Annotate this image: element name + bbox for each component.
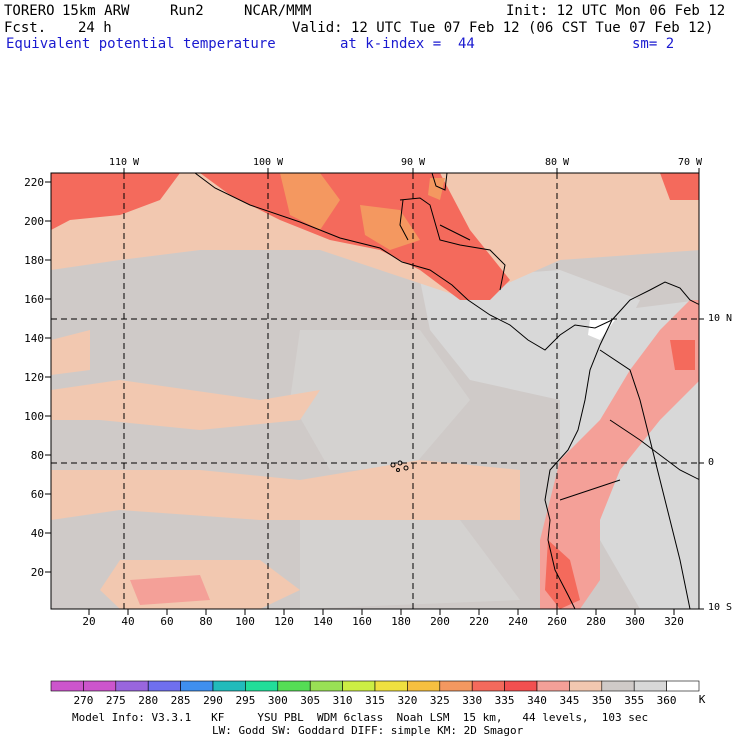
valid-time: Valid: 12 UTC Tue 07 Feb 12 (06 CST Tue … <box>292 20 714 36</box>
colorbar-swatch <box>309 680 343 692</box>
colorbar-level-label: 285 <box>170 694 191 707</box>
x-tick: 180 <box>391 615 411 628</box>
colorbar-level-label: 325 <box>429 694 450 707</box>
colorbar-level-label: 300 <box>267 694 288 707</box>
colorbar-swatch <box>666 680 700 692</box>
y-tick: 40 <box>30 527 44 540</box>
x-tick: 240 <box>508 615 528 628</box>
colorbar <box>50 680 700 692</box>
colorbar-level-label: 340 <box>527 694 547 707</box>
y-tick: 160 <box>24 293 44 306</box>
x-tick: 260 <box>547 615 567 628</box>
x-tick: 60 <box>160 615 174 628</box>
colorbar-level-label: 330 <box>462 694 483 707</box>
y-tick: 220 <box>24 176 44 189</box>
x-tick: 160 <box>352 615 372 628</box>
map-frame <box>50 172 700 610</box>
y-tick: 80 <box>30 449 44 462</box>
x-tick: 120 <box>274 615 294 628</box>
colorbar-level-label: 305 <box>300 694 321 707</box>
model-resolution: 15km ARW <box>62 3 130 19</box>
colorbar-level-label: 345 <box>559 694 580 707</box>
map-field <box>51 173 699 609</box>
level-label: at k-index = 44 <box>340 36 475 52</box>
colorbar-swatch <box>212 680 246 692</box>
coastlines <box>194 173 699 609</box>
init-time: Init: 12 UTC Mon 06 Feb 12 <box>506 3 726 19</box>
x-tick: 40 <box>121 615 135 628</box>
colorbar-level-label: 275 <box>105 694 126 707</box>
y-tick: 60 <box>30 488 44 501</box>
colorbar-swatch <box>50 680 84 692</box>
colorbar-swatch <box>277 680 311 692</box>
x-tick: 80 <box>199 615 213 628</box>
colorbar-unit: K <box>698 693 706 706</box>
lon-label-100w: 100 W <box>252 157 284 168</box>
y-tick: 200 <box>24 215 44 228</box>
lon-label-110w: 110 W <box>108 157 140 168</box>
x-tick: 220 <box>469 615 489 628</box>
y-tick: 100 <box>24 410 44 423</box>
lat-label-10n: 10 N <box>708 313 733 324</box>
colorbar-level-label: 360 <box>656 694 677 707</box>
lat-label-10s: 10 S <box>708 602 733 613</box>
colorbar-swatch <box>633 680 667 692</box>
forecast-hour: 24 h <box>78 20 112 36</box>
x-tick: 280 <box>586 615 606 628</box>
x-tick: 100 <box>235 615 255 628</box>
y-tick: 20 <box>30 566 44 579</box>
latlon-grid <box>51 173 699 609</box>
colorbar-swatch <box>115 680 149 692</box>
lon-label-70w: 70 W <box>677 157 703 168</box>
colorbar-level-label: 310 <box>332 694 353 707</box>
colorbar-level-label: 270 <box>73 694 94 707</box>
colorbar-level-label: 355 <box>624 694 645 707</box>
colorbar-level-label: 280 <box>138 694 159 707</box>
field-name: Equivalent potential temperature <box>6 36 276 52</box>
model-run: Run2 <box>170 3 204 19</box>
forecast-label: Fcst. <box>4 20 47 36</box>
physics-info: LW: Godd SW: Goddard DIFF: simple KM: 2D… <box>212 724 524 737</box>
colorbar-level-label: 350 <box>591 694 612 707</box>
colorbar-swatch <box>536 680 570 692</box>
lat-label-0: 0 <box>708 457 715 468</box>
colorbar-level-label: 290 <box>203 694 223 707</box>
smoothing-label: sm= 2 <box>632 36 675 52</box>
colorbar-level-label: 320 <box>397 694 418 707</box>
colorbar-swatch <box>245 680 279 692</box>
colorbar-level-label: 295 <box>235 694 256 707</box>
colorbar-swatch <box>601 680 635 692</box>
colorbar-swatch <box>147 680 181 692</box>
y-tick: 140 <box>24 332 44 345</box>
colorbar-swatch <box>342 680 376 692</box>
x-tick: 20 <box>82 615 96 628</box>
colorbar-swatch <box>180 680 214 692</box>
x-tick: 320 <box>664 615 684 628</box>
x-tick: 300 <box>625 615 645 628</box>
lon-label-80w: 80 W <box>544 157 570 168</box>
colorbar-swatch <box>439 680 473 692</box>
y-tick: 180 <box>24 254 44 267</box>
colorbar-swatch <box>407 680 441 692</box>
lon-label-90w: 90 W <box>400 157 426 168</box>
colorbar-swatch <box>471 680 505 692</box>
colorbar-swatch <box>504 680 538 692</box>
colorbar-swatch <box>83 680 117 692</box>
model-info: Model Info: V3.3.1 KF YSU PBL WDM 6class… <box>72 711 649 724</box>
model-org: NCAR/MMM <box>244 3 312 19</box>
colorbar-swatch <box>374 680 408 692</box>
axis-tickmarks <box>45 168 704 615</box>
x-tick: 200 <box>430 615 450 628</box>
colorbar-level-label: 315 <box>365 694 385 707</box>
colorbar-swatch <box>569 680 603 692</box>
model-name: TORERO <box>4 3 55 19</box>
colorbar-level-label: 335 <box>494 694 515 707</box>
y-tick: 120 <box>24 371 44 384</box>
x-tick: 140 <box>313 615 333 628</box>
